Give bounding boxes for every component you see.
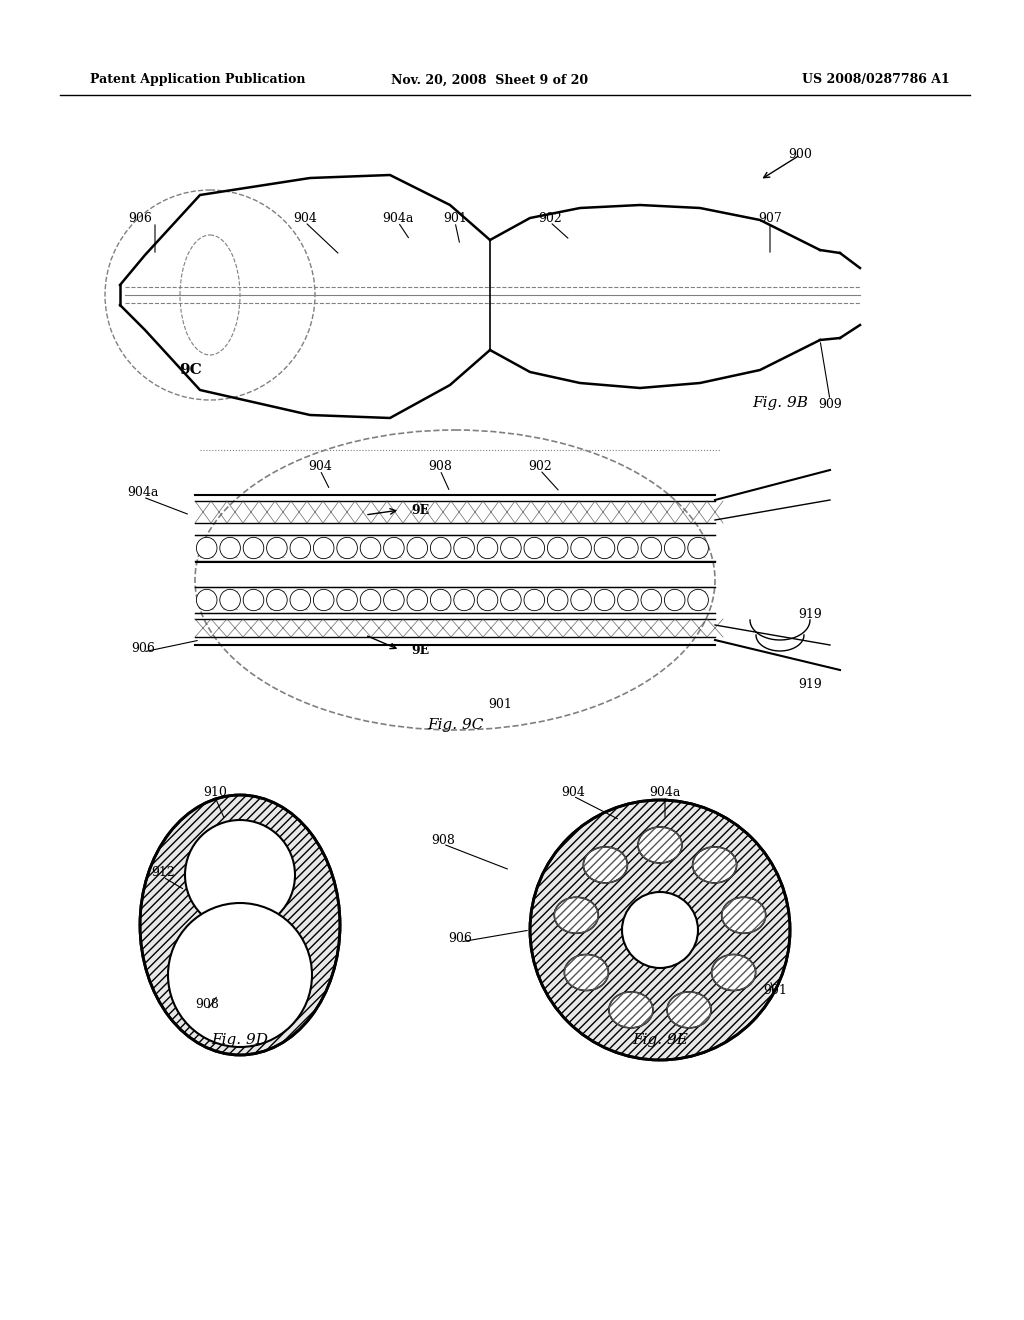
Ellipse shape	[266, 537, 287, 558]
Ellipse shape	[244, 537, 264, 558]
Ellipse shape	[594, 589, 614, 611]
Ellipse shape	[548, 589, 568, 611]
Text: 904a: 904a	[382, 211, 414, 224]
Text: Fig. 9E: Fig. 9E	[632, 1034, 688, 1047]
Text: 901: 901	[488, 698, 512, 711]
Ellipse shape	[554, 898, 598, 933]
Ellipse shape	[220, 537, 241, 558]
Text: 910: 910	[203, 787, 227, 800]
Ellipse shape	[360, 589, 381, 611]
Ellipse shape	[692, 847, 736, 883]
Ellipse shape	[665, 537, 685, 558]
Ellipse shape	[477, 537, 498, 558]
Text: 9C: 9C	[178, 363, 202, 378]
Text: 900: 900	[788, 149, 812, 161]
Text: US 2008/0287786 A1: US 2008/0287786 A1	[802, 74, 950, 87]
Text: 912: 912	[152, 866, 175, 879]
Ellipse shape	[430, 537, 451, 558]
Text: Fig. 9B: Fig. 9B	[752, 396, 808, 411]
Circle shape	[168, 903, 312, 1047]
Ellipse shape	[638, 828, 682, 863]
Text: 901: 901	[763, 983, 786, 997]
Text: 907: 907	[758, 211, 782, 224]
Text: 904a: 904a	[649, 785, 681, 799]
Ellipse shape	[384, 537, 404, 558]
Text: Fig. 9C: Fig. 9C	[427, 718, 483, 733]
Ellipse shape	[501, 537, 521, 558]
Ellipse shape	[617, 537, 638, 558]
Text: Patent Application Publication: Patent Application Publication	[90, 74, 305, 87]
Ellipse shape	[570, 589, 592, 611]
Text: 908: 908	[431, 833, 455, 846]
Text: 904: 904	[308, 459, 332, 473]
Text: 9E: 9E	[411, 503, 429, 516]
Text: 9E: 9E	[411, 644, 429, 656]
Text: 909: 909	[818, 399, 842, 412]
Text: 904a: 904a	[127, 487, 159, 499]
Ellipse shape	[501, 589, 521, 611]
Ellipse shape	[688, 589, 709, 611]
Ellipse shape	[430, 589, 451, 611]
Text: 901: 901	[443, 211, 467, 224]
Ellipse shape	[197, 589, 217, 611]
Text: 904: 904	[293, 211, 317, 224]
Ellipse shape	[454, 589, 474, 611]
Circle shape	[185, 820, 295, 931]
Ellipse shape	[609, 991, 653, 1028]
Ellipse shape	[688, 537, 709, 558]
Ellipse shape	[337, 589, 357, 611]
Text: 908: 908	[428, 459, 452, 473]
Ellipse shape	[290, 537, 310, 558]
Text: Nov. 20, 2008  Sheet 9 of 20: Nov. 20, 2008 Sheet 9 of 20	[391, 74, 589, 87]
Ellipse shape	[197, 537, 217, 558]
Ellipse shape	[337, 537, 357, 558]
Text: 919: 919	[798, 609, 822, 622]
Ellipse shape	[220, 589, 241, 611]
Ellipse shape	[313, 537, 334, 558]
Ellipse shape	[313, 589, 334, 611]
Ellipse shape	[290, 589, 310, 611]
Ellipse shape	[641, 537, 662, 558]
Circle shape	[622, 892, 698, 968]
Ellipse shape	[617, 589, 638, 611]
Ellipse shape	[360, 537, 381, 558]
Ellipse shape	[548, 537, 568, 558]
Text: 902: 902	[539, 211, 562, 224]
Circle shape	[530, 800, 790, 1060]
Text: 919: 919	[798, 678, 822, 692]
Ellipse shape	[570, 537, 592, 558]
Ellipse shape	[665, 589, 685, 611]
Ellipse shape	[594, 537, 614, 558]
Ellipse shape	[384, 589, 404, 611]
Ellipse shape	[667, 991, 711, 1028]
Ellipse shape	[407, 589, 428, 611]
Text: 906: 906	[131, 642, 155, 655]
Ellipse shape	[407, 537, 428, 558]
Ellipse shape	[454, 537, 474, 558]
Ellipse shape	[712, 954, 756, 990]
Ellipse shape	[641, 589, 662, 611]
Text: 906: 906	[128, 211, 152, 224]
Text: 902: 902	[528, 459, 552, 473]
Ellipse shape	[564, 954, 608, 990]
Ellipse shape	[244, 589, 264, 611]
Ellipse shape	[524, 589, 545, 611]
Ellipse shape	[722, 898, 766, 933]
Text: Fig. 9D: Fig. 9D	[212, 1034, 268, 1047]
Ellipse shape	[266, 589, 287, 611]
Text: 908: 908	[195, 998, 219, 1011]
Ellipse shape	[584, 847, 628, 883]
Text: 906: 906	[449, 932, 472, 945]
Text: 904: 904	[561, 785, 585, 799]
Ellipse shape	[140, 795, 340, 1055]
Ellipse shape	[477, 589, 498, 611]
Ellipse shape	[524, 537, 545, 558]
